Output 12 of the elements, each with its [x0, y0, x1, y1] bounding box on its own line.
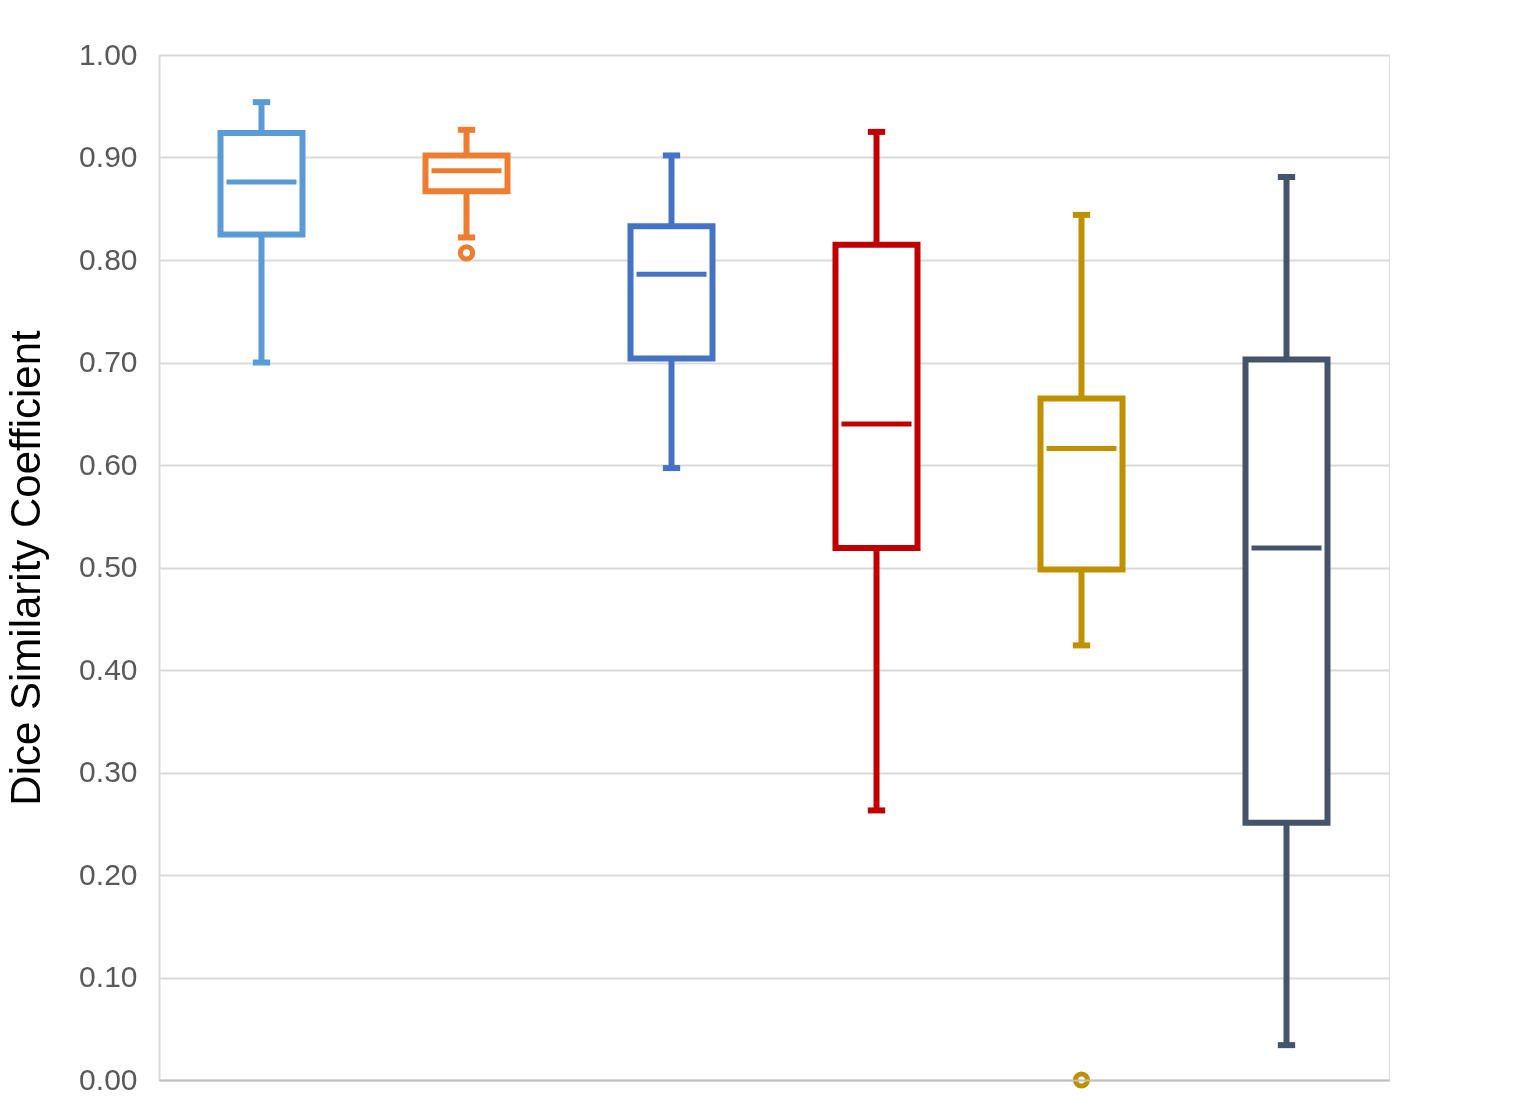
y-tick-label: 0.90 [79, 140, 138, 173]
y-tick-label: 0.70 [79, 345, 138, 378]
y-tick-label: 0.10 [79, 960, 138, 993]
y-tick-label: 0.20 [79, 857, 138, 891]
y-tick-label: 0.40 [79, 652, 138, 686]
y-axis-title: Dice Similarity Coefficient [2, 329, 50, 806]
y-tick-label: 0.30 [79, 755, 138, 788]
y-tick-label: 0.80 [79, 242, 138, 276]
y-tick-label: 0.00 [79, 1062, 138, 1096]
y-tick-label: 0.50 [79, 550, 138, 583]
y-tick-label: 0.60 [79, 447, 138, 481]
y-tick-label: 1.00 [79, 37, 138, 71]
